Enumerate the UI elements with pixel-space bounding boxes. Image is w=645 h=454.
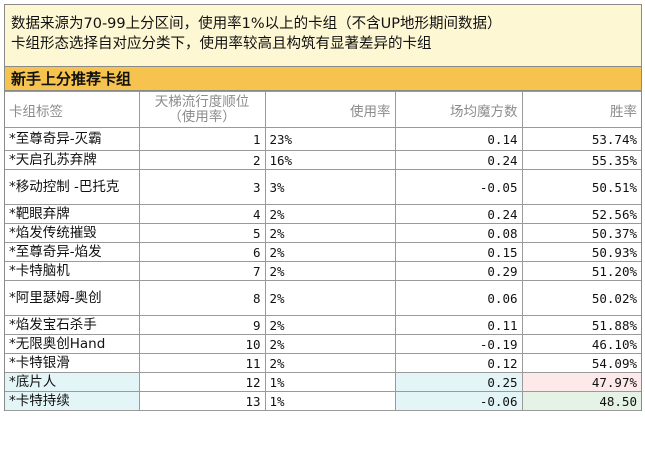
deck-label-cell[interactable]: *卡特脑机 bbox=[5, 261, 140, 281]
header-row: 卡组标签 天梯流行度顺位 （使用率） 使用率 场均魔方数 胜率 bbox=[5, 91, 641, 128]
winrate-cell[interactable]: 50.93% bbox=[521, 242, 641, 262]
winrate-cell[interactable]: 50.51% bbox=[521, 169, 641, 205]
spreadsheet: 数据来源为70-99上分区间，使用率1%以上的卡组（不含UP地形期间数据） 卡组… bbox=[4, 4, 642, 411]
deck-label-cell[interactable]: *靶眼弃牌 bbox=[5, 204, 140, 224]
table-row: *焰发传统摧毁 5 2% 0.08 50.37% bbox=[5, 223, 641, 243]
rank-cell[interactable]: 9 bbox=[138, 315, 266, 335]
header-deck-label[interactable]: 卡组标签 bbox=[5, 91, 140, 128]
deck-label-cell[interactable]: *卡特银滑 bbox=[5, 353, 140, 373]
mana-cell[interactable]: 0.11 bbox=[394, 315, 523, 335]
usage-cell[interactable]: 2% bbox=[264, 353, 396, 373]
deck-label-cell[interactable]: *无限奥创Hand bbox=[5, 334, 140, 354]
deck-label-cell[interactable]: *至尊奇异-灭霸 bbox=[5, 127, 140, 151]
deck-label-cell[interactable]: *至尊奇异-焰发 bbox=[5, 242, 140, 262]
deck-label-cell[interactable]: *卡特持续 bbox=[5, 391, 140, 411]
mana-cell[interactable]: 0.29 bbox=[394, 261, 523, 281]
header-mana[interactable]: 场均魔方数 bbox=[394, 91, 523, 128]
winrate-cell[interactable]: 47.97% bbox=[521, 372, 641, 392]
winrate-cell[interactable]: 54.09% bbox=[521, 353, 641, 373]
rank-cell[interactable]: 2 bbox=[138, 150, 266, 170]
winrate-cell[interactable]: 50.02% bbox=[521, 280, 641, 316]
usage-cell[interactable]: 1% bbox=[264, 372, 396, 392]
usage-cell[interactable]: 2% bbox=[264, 280, 396, 316]
table-row: *无限奥创Hand 10 2% -0.19 46.10% bbox=[5, 334, 641, 354]
note-line-1: 数据来源为70-99上分区间，使用率1%以上的卡组（不含UP地形期间数据） bbox=[11, 16, 502, 32]
usage-cell[interactable]: 2% bbox=[264, 334, 396, 354]
deck-label-cell[interactable]: *阿里瑟姆-奥创 bbox=[5, 280, 140, 316]
winrate-cell[interactable]: 51.20% bbox=[521, 261, 641, 281]
mana-cell[interactable]: -0.06 bbox=[394, 391, 523, 411]
usage-cell[interactable]: 2% bbox=[264, 204, 396, 224]
table-row: *移动控制 -巴托克 3 3% -0.05 50.51% bbox=[5, 169, 641, 205]
header-usage[interactable]: 使用率 bbox=[264, 91, 396, 128]
table-row: *至尊奇异-焰发 6 2% 0.15 50.93% bbox=[5, 242, 641, 262]
usage-cell[interactable]: 3% bbox=[264, 169, 396, 205]
rank-cell[interactable]: 13 bbox=[138, 391, 266, 411]
mana-cell[interactable]: 0.25 bbox=[394, 372, 523, 392]
winrate-cell[interactable]: 53.74% bbox=[521, 127, 641, 151]
rank-cell[interactable]: 8 bbox=[138, 280, 266, 316]
deck-label-cell[interactable]: *天启孔苏弃牌 bbox=[5, 150, 140, 170]
table-row: *焰发宝石杀手 9 2% 0.11 51.88% bbox=[5, 315, 641, 335]
section-title[interactable]: 新手上分推荐卡组 bbox=[5, 66, 641, 91]
usage-cell[interactable]: 2% bbox=[264, 261, 396, 281]
mana-cell[interactable]: 0.24 bbox=[394, 204, 523, 224]
header-rank-line2: （使用率） bbox=[168, 108, 236, 125]
rank-cell[interactable]: 4 bbox=[138, 204, 266, 224]
rank-cell[interactable]: 10 bbox=[138, 334, 266, 354]
winrate-cell[interactable]: 52.56% bbox=[521, 204, 641, 224]
mana-cell[interactable]: 0.14 bbox=[394, 127, 523, 151]
table-row: *天启孔苏弃牌 2 16% 0.24 55.35% bbox=[5, 150, 641, 170]
mana-cell[interactable]: 0.24 bbox=[394, 150, 523, 170]
rank-cell[interactable]: 7 bbox=[138, 261, 266, 281]
winrate-cell[interactable]: 48.50 bbox=[521, 391, 641, 411]
mana-cell[interactable]: -0.19 bbox=[394, 334, 523, 354]
rank-cell[interactable]: 1 bbox=[138, 127, 266, 151]
table-row: *卡特脑机 7 2% 0.29 51.20% bbox=[5, 261, 641, 281]
table-row: *卡特持续 13 1% -0.06 48.50 bbox=[5, 391, 641, 411]
deck-table: 卡组标签 天梯流行度顺位 （使用率） 使用率 场均魔方数 胜率 *至尊奇异-灭霸… bbox=[5, 91, 641, 411]
note-line-2: 卡组形态选择自对应分类下，使用率较高且构筑有显著差异的卡组 bbox=[11, 36, 432, 52]
table-row: *底片人 12 1% 0.25 47.97% bbox=[5, 372, 641, 392]
winrate-cell[interactable]: 55.35% bbox=[521, 150, 641, 170]
mana-cell[interactable]: 0.12 bbox=[394, 353, 523, 373]
winrate-cell[interactable]: 50.37% bbox=[521, 223, 641, 243]
table-row: *至尊奇异-灭霸 1 23% 0.14 53.74% bbox=[5, 127, 641, 151]
usage-cell[interactable]: 23% bbox=[264, 127, 396, 151]
deck-label-cell[interactable]: *底片人 bbox=[5, 372, 140, 392]
deck-label-cell[interactable]: *移动控制 -巴托克 bbox=[5, 169, 140, 205]
rank-cell[interactable]: 12 bbox=[138, 372, 266, 392]
header-winrate[interactable]: 胜率 bbox=[521, 91, 641, 128]
rank-cell[interactable]: 6 bbox=[138, 242, 266, 262]
header-rank[interactable]: 天梯流行度顺位 （使用率） bbox=[138, 91, 266, 128]
winrate-cell[interactable]: 51.88% bbox=[521, 315, 641, 335]
table-row: *靶眼弃牌 4 2% 0.24 52.56% bbox=[5, 204, 641, 224]
mana-cell[interactable]: 0.06 bbox=[394, 280, 523, 316]
table-row: *卡特银滑 11 2% 0.12 54.09% bbox=[5, 353, 641, 373]
mana-cell[interactable]: 0.15 bbox=[394, 242, 523, 262]
usage-cell[interactable]: 16% bbox=[264, 150, 396, 170]
deck-label-cell[interactable]: *焰发传统摧毁 bbox=[5, 223, 140, 243]
data-source-note[interactable]: 数据来源为70-99上分区间，使用率1%以上的卡组（不含UP地形期间数据） 卡组… bbox=[5, 4, 641, 66]
winrate-cell[interactable]: 46.10% bbox=[521, 334, 641, 354]
table-row: *阿里瑟姆-奥创 8 2% 0.06 50.02% bbox=[5, 280, 641, 316]
usage-cell[interactable]: 2% bbox=[264, 315, 396, 335]
usage-cell[interactable]: 2% bbox=[264, 242, 396, 262]
usage-cell[interactable]: 2% bbox=[264, 223, 396, 243]
rank-cell[interactable]: 11 bbox=[138, 353, 266, 373]
rank-cell[interactable]: 5 bbox=[138, 223, 266, 243]
rank-cell[interactable]: 3 bbox=[138, 169, 266, 205]
mana-cell[interactable]: -0.05 bbox=[394, 169, 523, 205]
header-rank-line1: 天梯流行度顺位 bbox=[154, 93, 250, 110]
mana-cell[interactable]: 0.08 bbox=[394, 223, 523, 243]
usage-cell[interactable]: 1% bbox=[264, 391, 396, 411]
deck-label-cell[interactable]: *焰发宝石杀手 bbox=[5, 315, 140, 335]
